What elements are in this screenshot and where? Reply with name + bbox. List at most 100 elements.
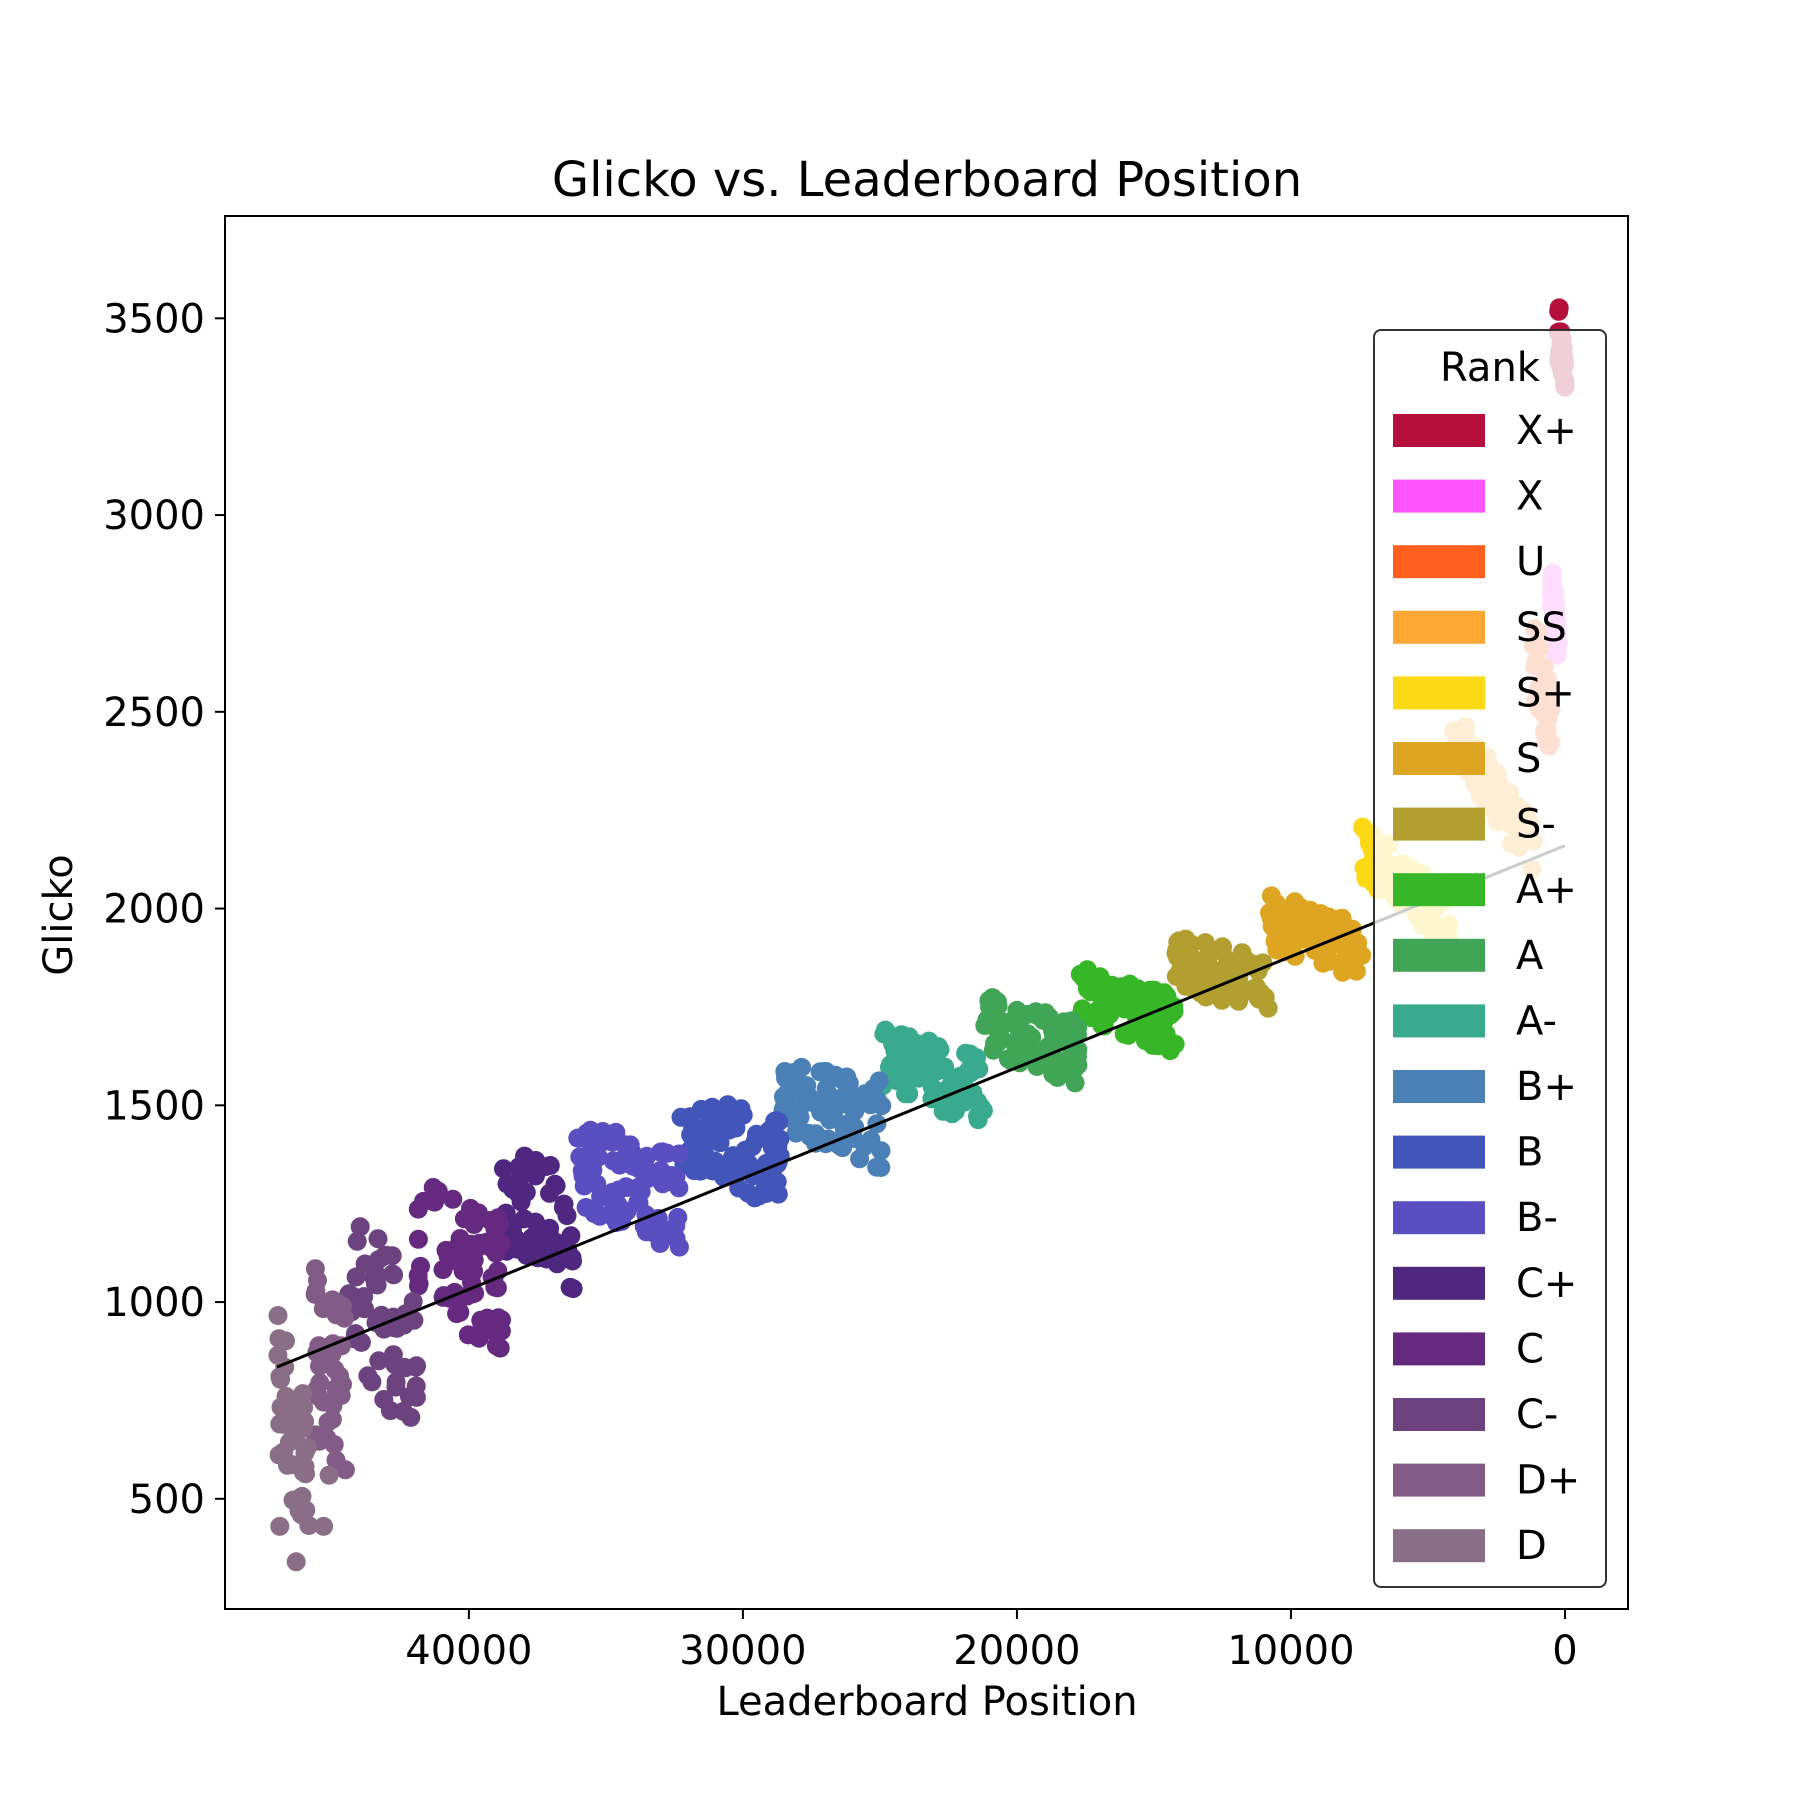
legend-swatch (1393, 610, 1485, 644)
outliers (270, 1465, 339, 1572)
legend-swatch (1393, 1135, 1485, 1169)
data-point (368, 1229, 388, 1249)
data-point (333, 1374, 352, 1394)
data-point (867, 1157, 887, 1177)
data-point (508, 1184, 528, 1204)
series-B+ (773, 1057, 892, 1177)
data-point (515, 1156, 535, 1175)
data-point (460, 1234, 480, 1254)
data-point (1022, 1027, 1042, 1047)
data-point (620, 1135, 640, 1155)
data-point (408, 1229, 428, 1249)
data-point (1354, 819, 1374, 839)
data-point (319, 1465, 339, 1485)
legend-label: D (1516, 1523, 1547, 1569)
legend-entry: A+ (1393, 867, 1577, 913)
data-point (651, 1142, 671, 1162)
data-point (671, 1107, 691, 1127)
data-point (288, 1399, 308, 1419)
data-point (661, 1166, 681, 1185)
data-point (826, 1065, 846, 1085)
chart-title: Glicko vs. Leaderboard Position (552, 152, 1302, 208)
data-point (681, 1125, 701, 1145)
data-point (721, 1116, 741, 1136)
data-point (1065, 1073, 1085, 1093)
data-point (297, 1438, 317, 1457)
data-point (387, 1318, 407, 1338)
y-tick-label: 1500 (103, 1083, 205, 1129)
data-point (788, 1077, 808, 1097)
x-tick-label: 0 (1552, 1628, 1577, 1674)
legend-entry: C (1393, 1326, 1544, 1372)
y-axis: 500 1000 1500 2000 2500 3000 3500 (103, 296, 225, 1523)
data-point (869, 1071, 889, 1091)
data-point (506, 1229, 526, 1249)
legend-label: X (1516, 474, 1543, 520)
legend-swatch (1393, 873, 1485, 907)
data-point (815, 1092, 835, 1112)
legend-label: D+ (1516, 1458, 1580, 1504)
legend-swatch (1393, 1070, 1485, 1103)
legend-swatch (1393, 479, 1485, 513)
legend-entry: D (1393, 1523, 1547, 1569)
data-point (1068, 1018, 1088, 1038)
x-tick-label: 30000 (679, 1628, 806, 1674)
legend-entry: X (1393, 474, 1543, 520)
legend-label: B (1516, 1130, 1543, 1176)
legend-entry: S+ (1393, 670, 1575, 716)
data-point (1135, 1031, 1155, 1051)
legend-entry: B+ (1393, 1064, 1577, 1110)
data-point (610, 1155, 630, 1175)
data-point (985, 1034, 1004, 1054)
data-point (756, 1172, 776, 1192)
data-point (1183, 960, 1203, 980)
data-point (276, 1415, 296, 1435)
data-point (1315, 906, 1335, 926)
data-point (786, 1123, 806, 1143)
legend-entry: X+ (1393, 408, 1577, 454)
x-tick-label: 20000 (953, 1628, 1080, 1674)
data-point (386, 1377, 406, 1397)
series-D (268, 1306, 319, 1535)
data-point (560, 1277, 580, 1297)
data-point (568, 1128, 588, 1148)
data-point (1132, 993, 1152, 1013)
data-point (335, 1460, 355, 1480)
y-axis-label: Glicko (36, 854, 82, 975)
legend-entry: A- (1393, 998, 1557, 1044)
data-point (942, 1103, 962, 1122)
data-point (598, 1128, 618, 1148)
data-point (490, 1214, 510, 1234)
x-axis-label: Leaderboard Position (716, 1679, 1137, 1725)
data-point (669, 1237, 689, 1257)
data-point (971, 1097, 991, 1117)
data-point (1341, 940, 1361, 960)
data-point (915, 1044, 934, 1063)
legend-entries: X+ XU SS S+ S S- A+ A A- B+ B B- C+ C C- D+ D (1393, 408, 1580, 1569)
data-point (476, 1232, 496, 1252)
data-point (967, 1048, 986, 1068)
data-point (892, 1025, 911, 1045)
data-point (1152, 1010, 1172, 1029)
x-tick-label: 40000 (405, 1628, 532, 1674)
legend-label: C- (1516, 1392, 1558, 1438)
legend-entry: B- (1393, 1195, 1558, 1241)
series-S- (1166, 929, 1278, 1018)
data-point (703, 1161, 722, 1181)
data-point (408, 1266, 428, 1285)
data-point (482, 1321, 502, 1341)
data-point (1048, 1068, 1067, 1087)
data-point (887, 1071, 907, 1091)
data-point (770, 1129, 790, 1149)
plot-frame (224, 215, 1629, 1610)
data-point (334, 1308, 354, 1328)
data-point (629, 1193, 649, 1213)
data-point (350, 1217, 370, 1237)
legend-label: S (1516, 736, 1541, 782)
legend-label: X+ (1516, 408, 1577, 454)
data-point (325, 1359, 345, 1379)
data-point (347, 1231, 367, 1251)
legend-entry: SS (1393, 605, 1567, 651)
legend-swatch (1393, 545, 1485, 579)
data-point (928, 1061, 948, 1081)
